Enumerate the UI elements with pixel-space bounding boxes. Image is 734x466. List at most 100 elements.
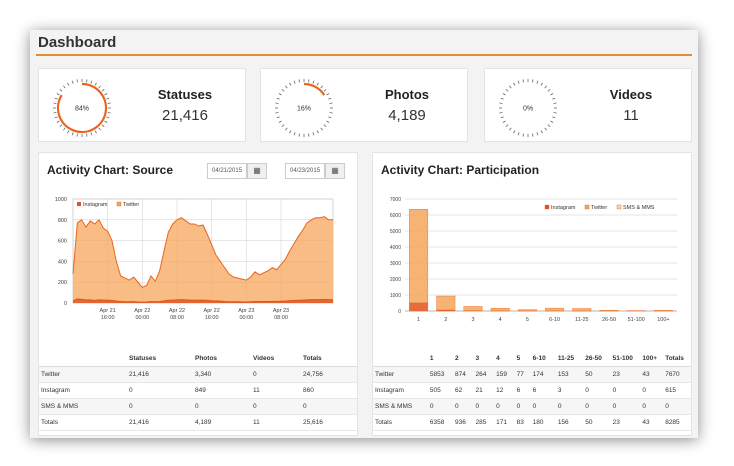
- ring-tick: [293, 132, 296, 136]
- y-tick-label: 4000: [390, 245, 401, 251]
- ring-tick: [67, 82, 70, 86]
- bar-twitter: [653, 310, 673, 312]
- table-cell: Totals: [373, 414, 428, 431]
- ring-tick: [59, 89, 63, 92]
- ring-tick: [63, 85, 66, 89]
- ring-tick: [540, 130, 543, 134]
- ring-tick: [522, 79, 524, 83]
- column-header: 1: [427, 351, 453, 367]
- progress-percent: 84%: [75, 106, 89, 113]
- progress-arc: [56, 82, 108, 134]
- ring-tick: [536, 132, 539, 136]
- table-cell: 849: [193, 382, 251, 399]
- column-header: [373, 351, 428, 367]
- table-cell: 5853: [427, 366, 453, 383]
- y-tick-label: 2000: [390, 277, 401, 283]
- ring-tick: [502, 93, 506, 96]
- table-cell: 3: [555, 382, 584, 399]
- table-cell: 264: [473, 366, 495, 383]
- column-header: 3: [473, 351, 495, 367]
- table-cell: 0: [514, 398, 531, 415]
- x-tick-label: Apr 22: [134, 308, 150, 314]
- table-cell: 43: [640, 366, 664, 383]
- series-area-twitter: [73, 216, 333, 303]
- y-tick-label: 6000: [390, 213, 401, 219]
- table-cell: 615: [663, 382, 691, 399]
- ring-tick: [505, 124, 509, 127]
- table-cell: 0: [640, 398, 664, 415]
- ring-tick: [308, 79, 310, 83]
- table-cell: 8285: [663, 414, 691, 431]
- table-header-row: Statuses Photos Videos Totals: [39, 351, 357, 367]
- ring-tick: [532, 79, 534, 83]
- x-tick-label: 3: [471, 317, 474, 323]
- x-tick-label: 00:00: [239, 315, 253, 321]
- table-cell: 505: [427, 382, 453, 399]
- table-cell: 25,616: [301, 414, 357, 431]
- ring-tick: [552, 97, 556, 100]
- table-cell: 159: [494, 366, 515, 383]
- ring-tick: [104, 120, 108, 123]
- table-cell: 83: [514, 414, 531, 431]
- source-table: Statuses Photos Videos Totals Twitter 21,416 3…: [39, 351, 357, 431]
- ring-tick: [505, 89, 509, 92]
- calendar-icon[interactable]: ▦: [247, 163, 267, 179]
- ring-tick: [67, 130, 70, 134]
- x-tick-label: 5: [526, 317, 529, 323]
- ring-tick: [312, 80, 315, 84]
- bar-twitter: [545, 307, 565, 312]
- x-tick-label: Apr 22: [169, 308, 185, 314]
- ring-tick: [76, 79, 78, 83]
- table-cell: 21,416: [127, 414, 193, 431]
- legend-label: Instagram: [551, 205, 576, 211]
- table-row: Instagram 505 62 21 12 6 6 3 0 0 0 615: [373, 382, 691, 399]
- progress-ring-photos: 16%: [275, 79, 333, 137]
- table-cell: 174: [530, 366, 556, 383]
- table-cell: 936: [452, 414, 474, 431]
- ring-tick: [275, 102, 279, 104]
- table-cell: 21,416: [127, 366, 193, 383]
- y-tick-label: 400: [58, 259, 67, 265]
- table-header-row: 1 2 3 4 5 6-10 11-25 26-50 51-100 100+ Totals: [373, 351, 691, 367]
- date-from-input[interactable]: 04/21/2015: [207, 163, 247, 179]
- column-header: Statuses: [127, 351, 193, 367]
- title-divider: [36, 54, 692, 56]
- ring-tick: [285, 85, 288, 89]
- table-cell: 0: [530, 398, 556, 415]
- legend-label: Twitter: [123, 202, 139, 208]
- table-cell: 0: [251, 366, 301, 383]
- table-row: Totals 6358 936 285 171 83 180 156 50 23 43 8285: [373, 414, 691, 431]
- table-cell: 0: [127, 382, 193, 399]
- table-cell: 11: [251, 414, 301, 431]
- participation-bar-chart: 0 1000 2000 3000 4000 5000 6000 7000 1 2 3 4 5 6-10 11…: [390, 197, 677, 323]
- calendar-icon[interactable]: ▦: [325, 163, 345, 179]
- table-cell: SMS & MMS: [373, 398, 428, 415]
- ring-tick: [275, 112, 279, 114]
- table-cell: 62: [452, 382, 474, 399]
- ring-tick: [509, 127, 512, 131]
- ring-tick: [326, 93, 330, 96]
- ring-tick: [285, 127, 288, 131]
- x-tick-label: Apr 23: [273, 308, 289, 314]
- legend-label: Instagram: [83, 202, 108, 208]
- ring-tick: [552, 116, 556, 119]
- table-row: SMS & MMS 0 0 0 0: [39, 398, 357, 415]
- ring-tick: [298, 79, 300, 83]
- table-row: Instagram 0 849 11 860: [39, 382, 357, 399]
- table-cell: Totals: [39, 414, 127, 431]
- ring-tick: [326, 120, 330, 123]
- date-to-input[interactable]: 04/23/2015: [285, 163, 325, 179]
- stat-card-videos: 0% Videos 11: [484, 68, 692, 142]
- column-header: 2: [452, 351, 474, 367]
- table-cell: 180: [530, 414, 556, 431]
- table-cell: Instagram: [39, 382, 127, 399]
- ring-tick: [54, 116, 58, 119]
- y-tick-label: 5000: [390, 229, 401, 235]
- table-row: SMS & MMS 0 0 0 0 0 0 0 0 0 0 0: [373, 398, 691, 415]
- y-tick-label: 0: [64, 301, 67, 307]
- progress-arc: [303, 82, 326, 96]
- table-cell: 77: [514, 366, 531, 383]
- column-header: [39, 351, 127, 367]
- table-cell: SMS & MMS: [39, 398, 127, 415]
